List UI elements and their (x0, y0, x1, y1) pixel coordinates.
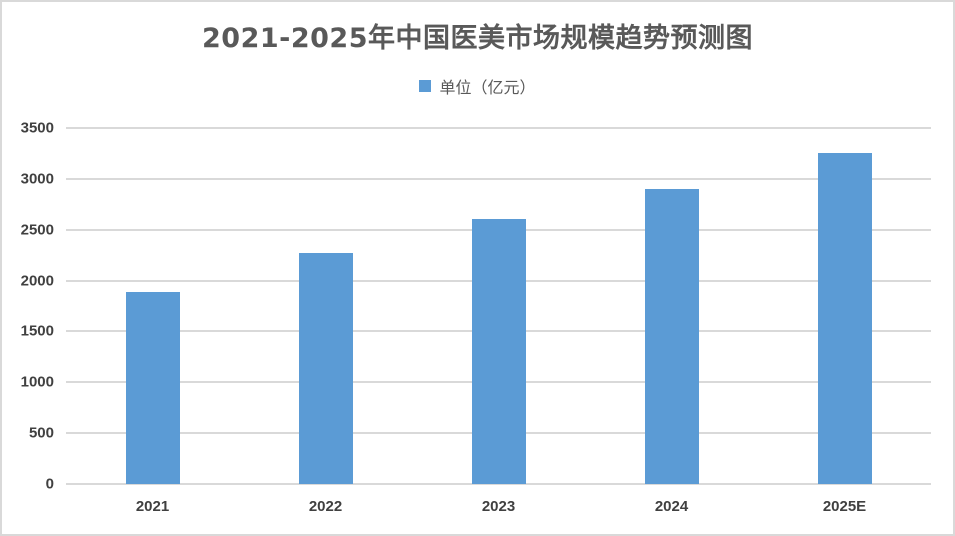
bar-2023[interactable] (471, 219, 526, 484)
y-tick-label: 3000 (20, 170, 54, 188)
x-tick-label: 2023 (481, 498, 516, 515)
y-tick-label: 1500 (20, 322, 54, 340)
y-tick-label: 1000 (20, 373, 54, 391)
y-tick-label: 2500 (20, 221, 54, 239)
y-tick-label: 0 (45, 475, 54, 493)
x-tick-label: 2022 (308, 498, 343, 515)
x-tick-label: 2025E (822, 498, 867, 515)
chart-title: 2021-2025年中国医美市场规模趋势预测图 (202, 23, 753, 54)
bar-2025E[interactable] (817, 153, 872, 484)
gridline (66, 177, 931, 180)
plot-area (66, 127, 931, 485)
gridline (66, 127, 931, 129)
bar-2021[interactable] (125, 292, 180, 484)
legend-label: 单位（亿元） (439, 78, 536, 97)
legend: 单位（亿元） (0, 74, 955, 98)
y-tick-label: 2000 (20, 272, 54, 290)
bar-2022[interactable] (298, 253, 353, 484)
x-tick-label: 2024 (654, 498, 689, 515)
x-tick-label: 2021 (135, 498, 170, 515)
y-tick-label: 3500 (20, 119, 54, 137)
gridline (66, 483, 931, 485)
legend-swatch-icon (419, 80, 432, 92)
y-tick-label: 500 (28, 424, 54, 442)
bar-2024[interactable] (644, 189, 699, 484)
